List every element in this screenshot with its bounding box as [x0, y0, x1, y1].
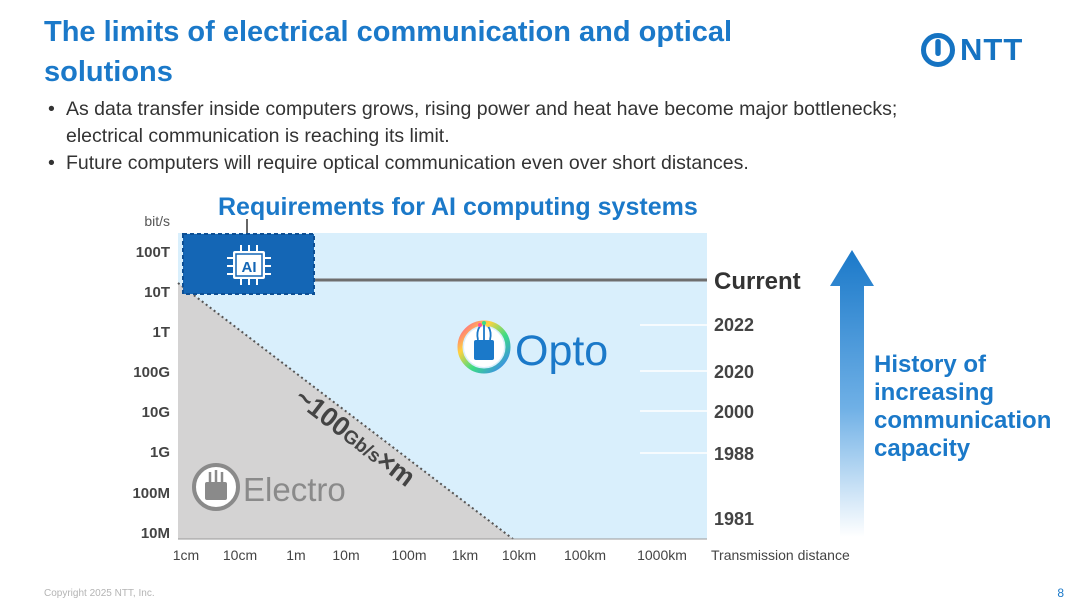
y-tick-label: 10G — [142, 404, 170, 421]
electro-label: Electro — [243, 471, 346, 508]
x-tick-label: 100m — [391, 547, 426, 563]
logo-text: NTT — [960, 32, 1024, 67]
x-tick-label: 1km — [452, 547, 478, 563]
gridlines — [640, 324, 707, 454]
year-label: 2022 — [714, 315, 754, 335]
requirements-label: Requirements for AI computing systems — [218, 193, 698, 221]
slide-title: The limits of electrical communication a… — [44, 16, 733, 88]
x-axis-label: Transmission distance — [711, 547, 850, 563]
x-tick-label: 1cm — [173, 547, 199, 563]
y-tick-label: 100M — [132, 485, 170, 502]
year-labels: 2022 2020 2000 1988 1981 — [714, 315, 754, 529]
bullet-list: As data transfer inside computers grows,… — [48, 96, 928, 177]
y-tick-label: 100T — [136, 244, 170, 261]
ntt-logo-icon — [921, 33, 955, 67]
history-caption-line: History of — [874, 351, 987, 378]
ai-chip-icon — [227, 245, 271, 285]
y-tick-label: 1T — [152, 324, 170, 341]
x-tick-label: 10m — [332, 547, 359, 563]
current-label: Current — [714, 268, 801, 295]
x-tick-label: 100km — [564, 547, 606, 563]
history-caption: History ofincreasingcommunicationcapacit… — [874, 351, 1051, 462]
electro-cable-icon — [192, 463, 240, 511]
x-tick-label: 10cm — [223, 547, 257, 563]
year-label: 2000 — [714, 402, 754, 422]
x-tick-label: 1m — [286, 547, 305, 563]
ntt-logo: NTT — [920, 32, 1038, 68]
x-axis-ticks: 1cm 10cm 1m 10m 100m 1km 10km 100km 1000km — [173, 547, 687, 563]
y-tick-label: 100G — [133, 364, 170, 381]
year-label: 2020 — [714, 362, 754, 382]
y-tick-label: 1G — [150, 444, 170, 461]
y-tick-label: 10M — [141, 525, 170, 542]
opto-fiber-icon — [457, 320, 511, 374]
electrical-limit-line — [177, 282, 514, 540]
x-tick-label: 10km — [502, 547, 536, 563]
opto-label: Opto — [515, 327, 608, 375]
history-caption-line: capacity — [874, 435, 971, 462]
y-tick-label: 10T — [144, 284, 170, 301]
history-arrow-icon — [830, 250, 874, 537]
page-number: 8 — [1057, 586, 1064, 600]
bullet-item: Future computers will require optical co… — [48, 150, 928, 177]
x-tick-label: 1000km — [637, 547, 687, 563]
year-label: 1988 — [714, 444, 754, 464]
y-axis-ticks: 100T 10T 1T 100G 10G 1G 100M 10M — [132, 244, 170, 542]
y-axis-unit: bit/s — [144, 213, 170, 229]
ai-chip-label: AI — [242, 259, 257, 276]
history-caption-line: communication — [874, 407, 1051, 434]
copyright-notice: Copyright 2025 NTT, Inc. — [44, 588, 155, 599]
bullet-item: As data transfer inside computers grows,… — [48, 96, 928, 150]
year-label: 1981 — [714, 509, 754, 529]
history-caption-line: increasing — [874, 379, 994, 406]
